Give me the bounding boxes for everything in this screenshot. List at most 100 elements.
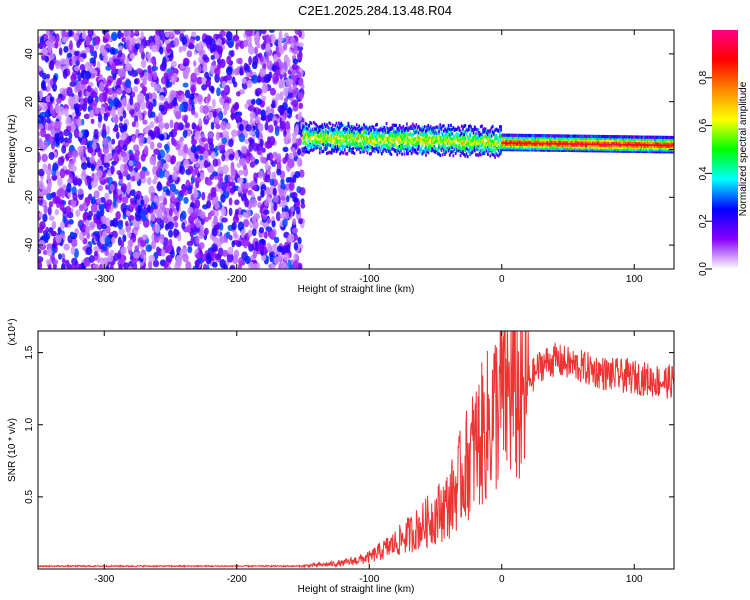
heatmap-cell [266, 242, 271, 252]
heatmap-cell [342, 137, 345, 141]
heatmap-cell [163, 101, 170, 110]
heatmap-cell [283, 130, 287, 138]
heatmap-cell [219, 222, 224, 231]
heatmap-cell [193, 186, 198, 195]
heatmap-cell [157, 160, 162, 168]
heatmap-cell [163, 72, 168, 79]
heatmap-cell [376, 143, 378, 147]
heatmap-cell [201, 84, 208, 91]
heatmap-cell [360, 129, 363, 133]
heatmap-cell [147, 204, 151, 213]
heatmap-cell [311, 127, 314, 131]
heatmap-cell [351, 142, 353, 146]
heatmap-cell [140, 153, 146, 162]
heatmap-cell [243, 62, 249, 71]
heatmap-cell [202, 104, 209, 115]
heatmap-cell [352, 127, 355, 131]
heatmap-cell [279, 73, 283, 80]
heatmap-cell [308, 150, 310, 154]
heatmap-cell [334, 132, 337, 136]
heatmap-cell [380, 126, 383, 130]
heatmap-cell [232, 34, 240, 42]
heatmap-cell [320, 131, 322, 135]
heatmap-cell [211, 243, 218, 252]
heatmap-cell [236, 66, 241, 76]
heatmap-cell [98, 203, 106, 210]
heatmap-cell [364, 146, 367, 150]
heatmap-cell [358, 131, 361, 135]
heatmap-cell [238, 57, 243, 65]
heatmap-cell [366, 127, 369, 131]
heatmap-cell [295, 205, 301, 215]
heatmap-cell [361, 133, 364, 138]
heatmap-cell [316, 136, 319, 140]
heatmap-cell [260, 115, 267, 121]
heatmap-cell [197, 64, 202, 73]
heatmap-cell [376, 134, 378, 138]
heatmap-cell [224, 85, 230, 94]
heatmap-cell [312, 120, 315, 125]
heatmap-cell [383, 125, 386, 130]
heatmap-cell [41, 79, 46, 89]
heatmap-cell [165, 243, 173, 253]
heatmap-cell [365, 128, 368, 132]
heatmap-cell [349, 136, 352, 140]
heatmap-cell [312, 126, 315, 130]
heatmap-cell [60, 262, 66, 269]
heatmap-cell [293, 128, 299, 136]
heatmap-cell [378, 134, 381, 138]
heatmap-cell [59, 58, 67, 65]
heatmap-cell [58, 47, 63, 56]
heatmap-cell [365, 147, 368, 151]
heatmap-cell [302, 124, 304, 128]
heatmap-cell [303, 140, 306, 144]
heatmap-cell [326, 136, 328, 140]
heatmap-cell [316, 145, 319, 149]
heatmap-cell [310, 148, 313, 152]
heatmap-cell [312, 129, 315, 134]
heatmap-cell [460, 132, 463, 136]
heatmap-cell [42, 163, 48, 172]
heatmap-cell [368, 131, 371, 135]
heatmap-cell [329, 143, 332, 148]
heatmap-cell [415, 123, 418, 127]
heatmap-cell [77, 145, 84, 152]
heatmap-cell [59, 201, 65, 211]
heatmap-cell [134, 245, 140, 252]
heatmap-cell [247, 229, 253, 238]
heatmap-cell [166, 180, 172, 187]
heatmap-cell [172, 138, 177, 147]
heatmap-cell [497, 128, 500, 132]
heatmap-cell [89, 57, 96, 64]
heatmap-cell [184, 122, 190, 129]
heatmap-cell [142, 77, 147, 86]
heatmap-cell [367, 147, 370, 151]
heatmap-cell [228, 138, 234, 148]
heatmap-cell [205, 264, 210, 269]
heatmap-cell [138, 134, 145, 144]
heatmap-cell [84, 70, 92, 80]
heatmap-cell [272, 76, 279, 85]
heatmap-cell [272, 194, 279, 204]
heatmap-cell [374, 130, 377, 134]
heatmap-cell [86, 85, 92, 93]
heatmap-cell [150, 111, 156, 118]
heatmap-cell [374, 127, 377, 132]
heatmap-cell [300, 202, 306, 209]
heatmap-cell [140, 251, 145, 259]
heatmap-cell [96, 170, 103, 179]
heatmap-cell [102, 144, 110, 155]
heatmap-cell [205, 79, 212, 88]
heatmap-cell [373, 128, 376, 132]
heatmap-cell [118, 228, 126, 235]
heatmap-cell [183, 143, 188, 154]
heatmap-cell [467, 127, 470, 132]
heatmap-cell [177, 193, 184, 202]
heatmap-cell [173, 215, 178, 222]
heatmap-cell [328, 129, 331, 133]
heatmap-cell [122, 144, 128, 152]
heatmap-cell [390, 152, 393, 157]
heatmap-cell [99, 81, 105, 92]
heatmap-cell [94, 107, 100, 114]
